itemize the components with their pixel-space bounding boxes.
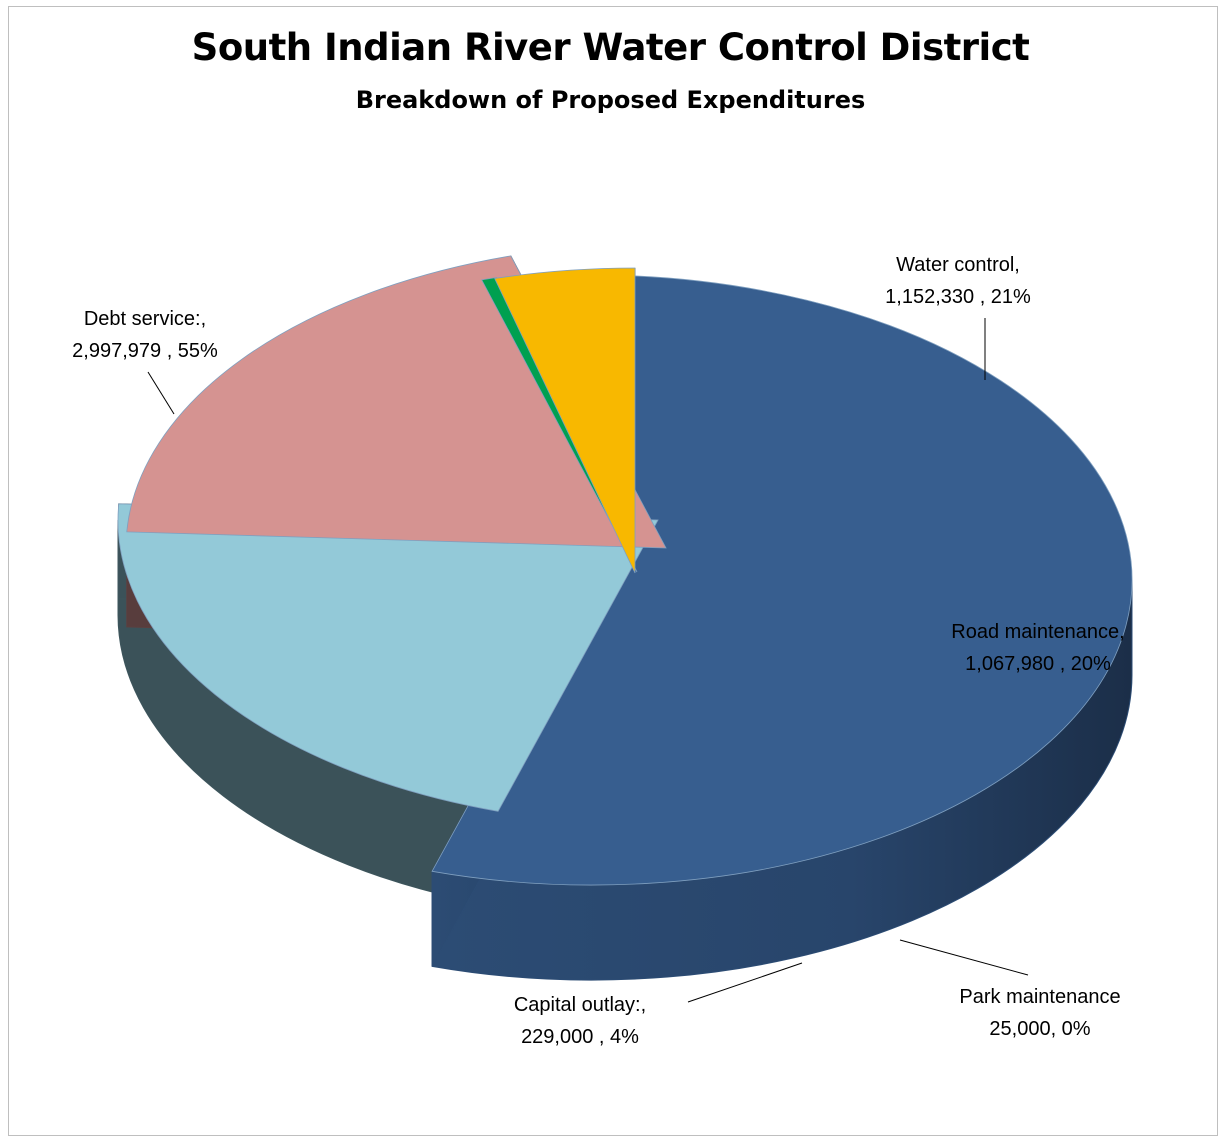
chart-title: South Indian River Water Control Distric… [191, 26, 1030, 69]
data-label-road-maintenance: Road maintenance, 1,067,980 , 20% [951, 621, 1124, 675]
pie-slice-capital-outlay [494, 267, 636, 574]
chart-subtitle: Breakdown of Proposed Expenditures [355, 86, 866, 114]
data-label-value: 229,000 , 4% [521, 1026, 639, 1048]
data-label-water-control: Water control, 1,152,330 , 21% [885, 254, 1031, 308]
data-label-debt-service: Debt service:, 2,997,979 , 55% [72, 308, 218, 362]
data-label-capital-outlay: Capital outlay:, 229,000 , 4% [514, 994, 646, 1048]
leader-line-debt-service [147, 371, 175, 415]
data-label-category: Water control, [896, 254, 1020, 276]
data-label-park-maintenance: Park maintenance 25,000, 0% [959, 986, 1120, 1040]
pie-slice-water-control [117, 503, 659, 812]
leader-line-capital-outlay [687, 962, 803, 1003]
data-label-value: 1,152,330 , 21% [885, 286, 1031, 308]
data-label-value: 2,997,979 , 55% [72, 340, 218, 362]
data-label-category: Park maintenance [959, 986, 1120, 1008]
data-label-category: Road maintenance, [951, 621, 1124, 643]
pie-slice-park-maintenance [481, 277, 638, 573]
data-labels: Debt service:, 2,997,979 , 55% Water contr… [72, 254, 1125, 1048]
data-label-category: Capital outlay:, [514, 994, 646, 1016]
leader-line-park-maintenance [899, 939, 1029, 976]
data-label-value: 25,000, 0% [989, 1018, 1090, 1040]
leader-lines [147, 318, 1029, 1003]
slice-tops [117, 255, 1133, 886]
data-label-value: 1,067,980 , 20% [965, 653, 1111, 675]
data-label-category: Debt service:, [84, 308, 206, 330]
